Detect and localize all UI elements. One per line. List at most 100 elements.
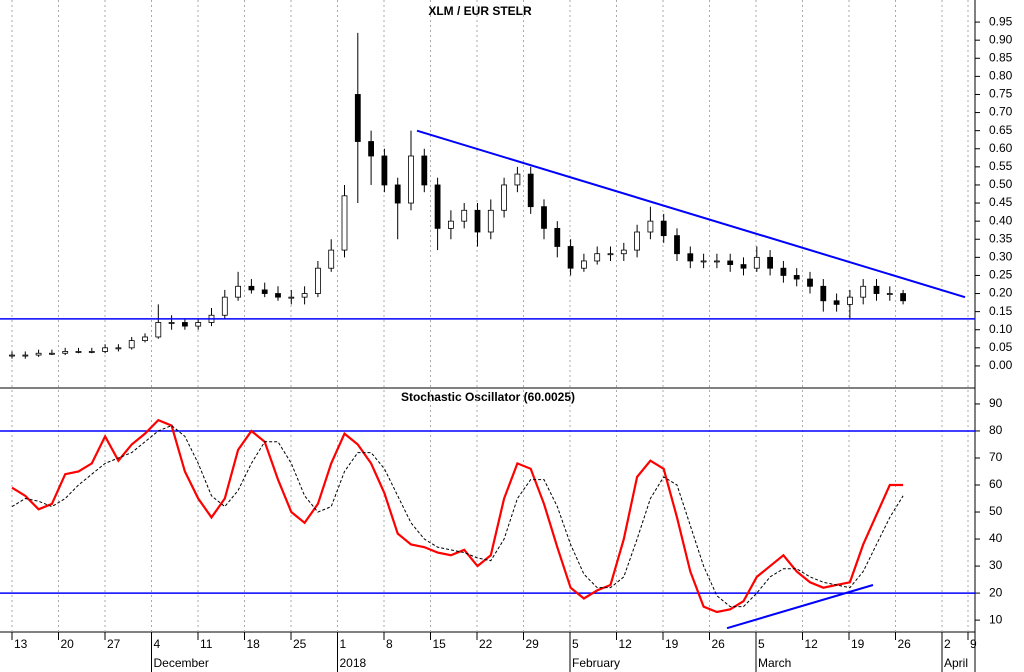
y-tick-label: 70 [989, 450, 1003, 464]
candle-body [75, 351, 82, 353]
candle-body [567, 246, 574, 269]
candle-body [554, 227, 561, 247]
trendline [416, 129, 966, 299]
y-tick-label: 0.30 [989, 250, 1013, 264]
month-label: March [758, 656, 791, 670]
candle-body [594, 253, 601, 262]
series-line [11, 424, 904, 608]
candle-body [434, 184, 441, 229]
chart-title: XLM / EUR STELR [428, 4, 532, 18]
y-tick-label: 0.00 [989, 358, 1013, 372]
series-line [11, 418, 904, 614]
y-tick-label: 0.55 [989, 159, 1013, 173]
candle-body [408, 155, 414, 204]
y-tick-label: 40 [989, 531, 1003, 545]
candle-body [647, 220, 654, 233]
candle-body [527, 173, 534, 208]
candle-body [714, 260, 720, 263]
candle-body [514, 173, 521, 186]
candle-body [687, 253, 694, 262]
x-tick-label: 12 [805, 637, 819, 651]
candle-body [833, 300, 840, 305]
x-tick-label: 20 [61, 637, 75, 651]
candle-body [873, 285, 880, 294]
candle-body [314, 267, 321, 294]
y-tick-label: 0.05 [989, 340, 1013, 354]
candle-body [700, 260, 707, 263]
y-tick-label: 0.80 [989, 69, 1013, 83]
candle-body [753, 256, 760, 269]
candle-body [674, 235, 680, 255]
x-tick-label: 13 [14, 637, 28, 651]
y-tick-label: 0.45 [989, 195, 1013, 209]
candle-body [235, 285, 242, 298]
x-tick-label: 29 [526, 637, 540, 651]
candle-body [886, 293, 893, 295]
y-tick-label: 0.70 [989, 105, 1013, 119]
candle-body [341, 195, 348, 251]
candle-body [35, 352, 42, 356]
candle-body [62, 351, 69, 354]
candle-body [581, 260, 587, 269]
candle-body [860, 285, 867, 298]
x-tick-label: 22 [479, 637, 493, 651]
candle-body [128, 340, 135, 349]
month-label: April [944, 656, 968, 670]
chart-title: Stochastic Oscillator (60.0025) [401, 390, 575, 404]
y-tick-label: 0.95 [989, 14, 1013, 28]
candle-body [22, 354, 29, 357]
x-tick-label: 2 [944, 637, 951, 651]
candle-body [261, 289, 268, 294]
candle-body [820, 285, 827, 302]
y-tick-label: 60 [989, 477, 1003, 491]
candle-body [354, 94, 361, 142]
candle-body [501, 184, 508, 211]
y-tick-label: 0.35 [989, 231, 1013, 245]
candle-body [221, 296, 228, 316]
x-tick-label: 19 [665, 637, 679, 651]
x-tick-label: 11 [200, 637, 213, 651]
candle-body [394, 184, 401, 204]
y-tick-label: 0.25 [989, 268, 1013, 282]
month-label: February [572, 656, 620, 670]
y-tick-label: 20 [989, 585, 1003, 599]
y-tick-label: 10 [989, 612, 1003, 626]
candle-body [195, 322, 202, 327]
x-tick-label: 15 [433, 637, 447, 651]
candle-body [740, 264, 747, 269]
y-tick-label: 0.10 [989, 322, 1013, 336]
candle-body [487, 209, 494, 233]
candle-body [847, 296, 853, 305]
y-tick-label: 0.15 [989, 304, 1013, 318]
y-tick-label: 0.75 [989, 87, 1013, 101]
candle-body [727, 260, 734, 265]
y-tick-label: 90 [989, 396, 1003, 410]
x-tick-label: 9 [970, 637, 977, 651]
x-tick-label: 8 [386, 637, 393, 651]
x-tick-label: 26 [898, 637, 912, 651]
y-tick-label: 80 [989, 423, 1003, 437]
month-label: December [154, 656, 209, 670]
y-tick-label: 0.90 [989, 32, 1013, 46]
candle-body [634, 231, 640, 251]
candle-body [660, 220, 667, 237]
candle-body [142, 336, 148, 341]
x-tick-label: 18 [247, 637, 261, 651]
candle-body [301, 293, 308, 298]
candle-body [381, 155, 388, 186]
x-tick-label: 5 [572, 637, 579, 651]
x-tick-label: 27 [107, 637, 121, 651]
x-tick-label: 5 [758, 637, 765, 651]
candle-body [102, 347, 108, 352]
candle-body [807, 278, 813, 287]
trendline [726, 584, 874, 630]
candle-body [421, 155, 428, 186]
month-label: 2018 [340, 656, 367, 670]
candle-body [288, 296, 295, 299]
x-tick-label: 4 [154, 637, 161, 651]
candle-body [275, 293, 281, 298]
candle-body [620, 249, 627, 255]
candle-body [461, 209, 468, 222]
candle-body [780, 267, 787, 276]
